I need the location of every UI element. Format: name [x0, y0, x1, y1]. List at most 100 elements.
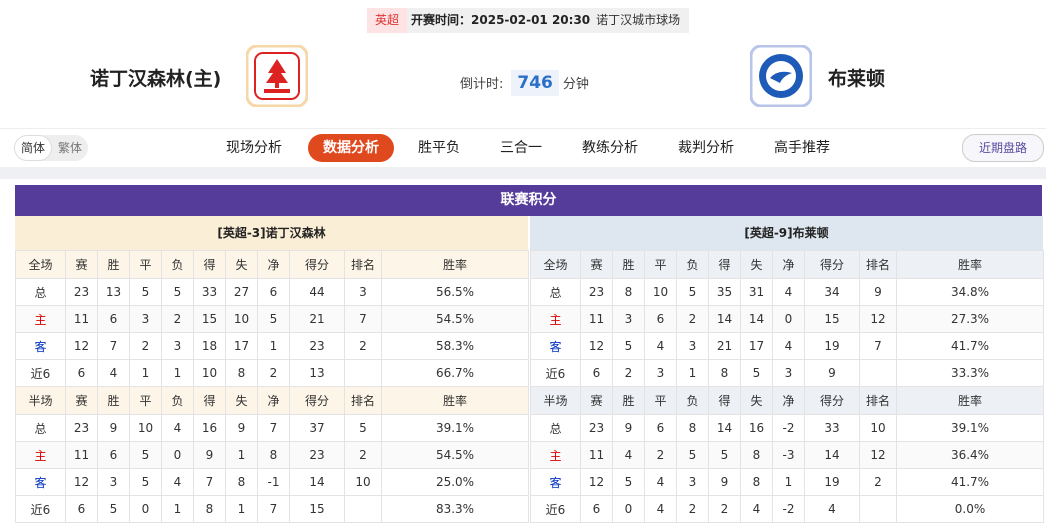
- column-header: 净: [257, 386, 290, 415]
- cell: 4: [161, 414, 194, 442]
- cell: 10: [129, 414, 162, 442]
- cell: 2: [129, 332, 162, 360]
- cell: 0.0%: [896, 495, 1044, 523]
- cell: [859, 495, 897, 523]
- cell: 3: [644, 359, 677, 387]
- cell: 10: [644, 278, 677, 306]
- row-label: 近6: [15, 495, 66, 523]
- cell: 7: [193, 468, 226, 496]
- cell: 18: [193, 332, 226, 360]
- column-header: 排名: [344, 250, 382, 279]
- cell: 33.3%: [896, 359, 1044, 387]
- tab[interactable]: 胜平负: [418, 140, 460, 156]
- home-team[interactable]: 诺丁汉森林(主): [90, 68, 222, 90]
- data-row: 总 23 9 10 4 16 9 7 37 5 39.1%: [15, 414, 529, 442]
- cell: 4: [772, 278, 805, 306]
- header-row: 半场赛胜平负得失净得分 排名 胜率: [530, 386, 1044, 415]
- away-team[interactable]: 布莱顿: [828, 68, 886, 90]
- cell: [859, 359, 897, 387]
- match-info: 英超 开赛时间：2025-02-01 20:30 诺丁汉城市球场: [367, 8, 689, 33]
- cell: 21: [289, 305, 345, 333]
- cell: 16: [193, 414, 226, 442]
- cell: [344, 359, 382, 387]
- column-header: 得: [708, 250, 741, 279]
- countdown: 倒计时: 746 分钟: [460, 70, 589, 98]
- cell: 3: [97, 468, 130, 496]
- home-logo[interactable]: [246, 45, 308, 107]
- cell: 5: [612, 468, 645, 496]
- cell: 27.3%: [896, 305, 1044, 333]
- tab[interactable]: 三合一: [500, 140, 542, 156]
- cell: 5: [129, 441, 162, 469]
- cell: 4: [804, 495, 860, 523]
- recent-button[interactable]: 近期盘路: [962, 134, 1044, 162]
- cell: 7: [97, 332, 130, 360]
- cell: 11: [580, 441, 613, 469]
- cell: 14: [740, 305, 773, 333]
- cell: 5: [129, 468, 162, 496]
- data-row: 客 12 5 4 3 9 8 1 19 2 41.7%: [530, 468, 1044, 496]
- cell: 11: [65, 441, 98, 469]
- cell: 44: [289, 278, 345, 306]
- cell: 6: [65, 359, 98, 387]
- countdown-label: 倒计时:: [460, 77, 504, 92]
- column-header: 平: [644, 250, 677, 279]
- cell: 12: [580, 332, 613, 360]
- cell: 8: [676, 414, 709, 442]
- tab[interactable]: 裁判分析: [678, 140, 734, 156]
- cell: 6: [644, 414, 677, 442]
- cell: 66.7%: [381, 359, 529, 387]
- cell: 15: [193, 305, 226, 333]
- cell: 2: [859, 468, 897, 496]
- tab[interactable]: 高手推荐: [774, 140, 830, 156]
- cell: 10: [344, 468, 382, 496]
- cell: 4: [644, 468, 677, 496]
- cell: 3: [344, 278, 382, 306]
- column-header: 负: [161, 386, 194, 415]
- data-row: 近6 6 5 0 1 8 1 7 15 83.3%: [15, 495, 529, 523]
- cell: 54.5%: [381, 305, 529, 333]
- countdown-unit: 分钟: [562, 77, 589, 92]
- data-row: 客 12 3 5 4 7 8 -1 14 10 25.0%: [15, 468, 529, 496]
- cell: 4: [644, 495, 677, 523]
- data-row: 总 23 8 10 5 35 31 4 34 9 34.8%: [530, 278, 1044, 306]
- cell: 13: [289, 359, 345, 387]
- cell: 3: [772, 359, 805, 387]
- cell: 33: [804, 414, 860, 442]
- data-row: 主 11 4 2 5 5 8 -3 14 12 36.4%: [530, 441, 1044, 469]
- column-header: 得分: [289, 250, 345, 279]
- cell: 0: [161, 441, 194, 469]
- cell: 14: [289, 468, 345, 496]
- cell: 6: [644, 305, 677, 333]
- cell: 15: [804, 305, 860, 333]
- row-label: 客: [15, 468, 66, 496]
- tab-active[interactable]: 数据分析: [308, 134, 394, 162]
- standings-table: 全场赛胜平负得失净得分 排名 胜率总 23 8 10 5 35 31 4 34 9 34.8% 主 11 3 6…: [530, 250, 1044, 523]
- cell: 7: [344, 305, 382, 333]
- cell: 5: [676, 278, 709, 306]
- tab[interactable]: 教练分析: [582, 140, 638, 156]
- cell: 6: [97, 441, 130, 469]
- standings-title: 联赛积分: [15, 185, 1042, 216]
- lang-option[interactable]: 简体: [14, 135, 53, 161]
- cell: 8: [740, 468, 773, 496]
- column-header: 全场: [530, 250, 581, 279]
- column-header: 失: [225, 250, 258, 279]
- cell: 0: [129, 495, 162, 523]
- cell: 23: [289, 332, 345, 360]
- cell: 8: [612, 278, 645, 306]
- data-row: 总 23 9 6 8 14 16 -2 33 10 39.1%: [530, 414, 1044, 442]
- cell: 0: [612, 495, 645, 523]
- cell: 9: [225, 414, 258, 442]
- cell: 5: [740, 359, 773, 387]
- lang-option[interactable]: 繁体: [58, 141, 83, 155]
- cell: 33: [193, 278, 226, 306]
- tab[interactable]: 现场分析: [226, 140, 282, 156]
- row-label: 主: [530, 305, 581, 333]
- cell: -1: [257, 468, 290, 496]
- cell: 8: [740, 441, 773, 469]
- column-header: 负: [676, 386, 709, 415]
- away-logo[interactable]: [750, 45, 812, 107]
- cell: 2: [708, 495, 741, 523]
- data-row: 总 23 13 5 5 33 27 6 44 3 56.5%: [15, 278, 529, 306]
